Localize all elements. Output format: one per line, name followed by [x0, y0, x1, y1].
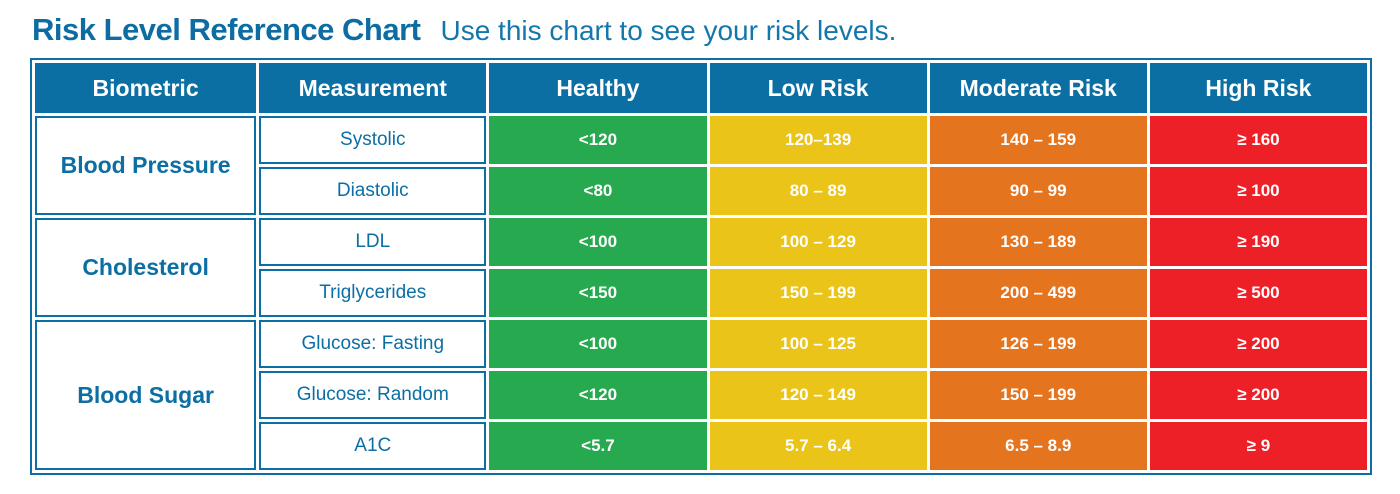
- value-moderate-risk: 6.5 – 8.9: [929, 422, 1147, 470]
- value-low-risk: 100 – 129: [709, 218, 927, 266]
- value-healthy: <120: [489, 371, 707, 419]
- value-healthy: <100: [489, 320, 707, 368]
- table-row-glucose-fasting: Blood Sugar Glucose: Fasting <100 100 – …: [35, 320, 1367, 470]
- value-healthy: <5.7: [489, 422, 707, 470]
- table-row-triglycerides: Triglycerides <150 150 – 199 200 – 499 ≥…: [35, 269, 1367, 317]
- value-healthy: <120: [489, 116, 707, 164]
- table-row-systolic: Blood Pressure Systolic <120 120–139 140…: [35, 116, 1367, 215]
- value-low-risk: 100 – 125: [709, 320, 927, 368]
- biometric-blood-sugar: Blood Sugar: [35, 320, 257, 470]
- value-low-risk: 150 – 199: [709, 269, 927, 317]
- value-high-risk: ≥ 200: [1149, 371, 1367, 419]
- value-high-risk: ≥ 9: [1149, 422, 1367, 470]
- table-row-ldl: Cholesterol LDL <100 100 – 129 130 – 189…: [35, 218, 1367, 317]
- value-high-risk: ≥ 100: [1149, 167, 1367, 215]
- value-healthy: <100: [489, 218, 707, 266]
- table-row-a1c: A1C <5.7 5.7 – 6.4 6.5 – 8.9 ≥ 9: [35, 422, 1367, 470]
- header-row: Biometric Measurement Healthy Low Risk M…: [35, 63, 1367, 113]
- value-moderate-risk: 200 – 499: [929, 269, 1147, 317]
- measurement-systolic: Systolic: [259, 116, 487, 164]
- header-biometric: Biometric: [35, 63, 257, 113]
- value-low-risk: 5.7 – 6.4: [709, 422, 927, 470]
- header-healthy: Healthy: [489, 63, 707, 113]
- risk-chart-page: Risk Level Reference Chart Use this char…: [30, 12, 1400, 475]
- biometric-cholesterol: Cholesterol: [35, 218, 257, 317]
- header-low-risk: Low Risk: [709, 63, 927, 113]
- header-moderate-risk: Moderate Risk: [929, 63, 1147, 113]
- value-low-risk: 80 – 89: [709, 167, 927, 215]
- table-row-diastolic: Diastolic <80 80 – 89 90 – 99 ≥ 100: [35, 167, 1367, 215]
- measurement-triglycerides: Triglycerides: [259, 269, 487, 317]
- value-healthy: <150: [489, 269, 707, 317]
- measurement-diastolic: Diastolic: [259, 167, 487, 215]
- value-moderate-risk: 130 – 189: [929, 218, 1147, 266]
- value-high-risk: ≥ 190: [1149, 218, 1367, 266]
- table-row-glucose-random: Glucose: Random <120 120 – 149 150 – 199…: [35, 371, 1367, 419]
- measurement-a1c: A1C: [259, 422, 487, 470]
- measurement-glucose-fasting: Glucose: Fasting: [259, 320, 487, 368]
- measurement-glucose-random: Glucose: Random: [259, 371, 487, 419]
- value-high-risk: ≥ 160: [1149, 116, 1367, 164]
- value-moderate-risk: 140 – 159: [929, 116, 1147, 164]
- value-high-risk: ≥ 200: [1149, 320, 1367, 368]
- value-low-risk: 120 – 149: [709, 371, 927, 419]
- risk-level-table: Biometric Measurement Healthy Low Risk M…: [30, 58, 1372, 475]
- value-moderate-risk: 150 – 199: [929, 371, 1147, 419]
- header-measurement: Measurement: [259, 63, 487, 113]
- value-high-risk: ≥ 500: [1149, 269, 1367, 317]
- title-row: Risk Level Reference Chart Use this char…: [32, 12, 1400, 48]
- value-moderate-risk: 126 – 199: [929, 320, 1147, 368]
- value-healthy: <80: [489, 167, 707, 215]
- page-subtitle: Use this chart to see your risk levels.: [440, 15, 897, 46]
- page-title: Risk Level Reference Chart: [32, 12, 421, 47]
- header-high-risk: High Risk: [1149, 63, 1367, 113]
- value-moderate-risk: 90 – 99: [929, 167, 1147, 215]
- biometric-blood-pressure: Blood Pressure: [35, 116, 257, 215]
- value-low-risk: 120–139: [709, 116, 927, 164]
- measurement-ldl: LDL: [259, 218, 487, 266]
